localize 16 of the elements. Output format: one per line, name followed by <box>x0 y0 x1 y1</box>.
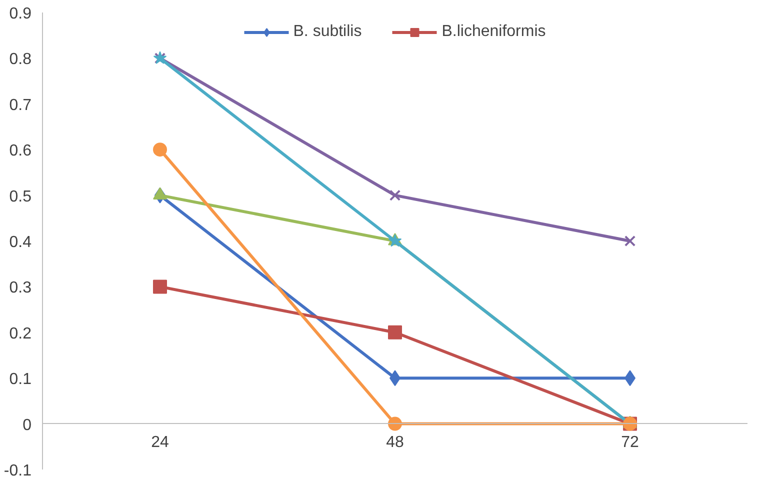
x-tick-label: 24 <box>151 434 169 451</box>
y-tick-label: 0.9 <box>9 6 32 22</box>
x-tick-label: 72 <box>621 434 639 451</box>
y-tick-label: 0.1 <box>9 371 32 388</box>
y-tick-label: 0 <box>22 416 32 434</box>
y-tick-label: 0.5 <box>9 188 32 206</box>
legend-label: B. subtilis <box>293 23 362 41</box>
y-tick-label: 0.6 <box>9 142 32 160</box>
x-tick-label: 48 <box>386 434 404 451</box>
y-tick-label: 0.4 <box>9 234 32 251</box>
legend-label: B.licheniformis <box>442 23 546 41</box>
y-tick-label: 0.8 <box>9 51 32 68</box>
y-tick-label: 0.7 <box>9 96 32 114</box>
y-tick-label: -0.1 <box>4 462 32 480</box>
y-tick-label: 0.2 <box>9 325 32 342</box>
y-tick-label: 0.3 <box>9 280 32 297</box>
